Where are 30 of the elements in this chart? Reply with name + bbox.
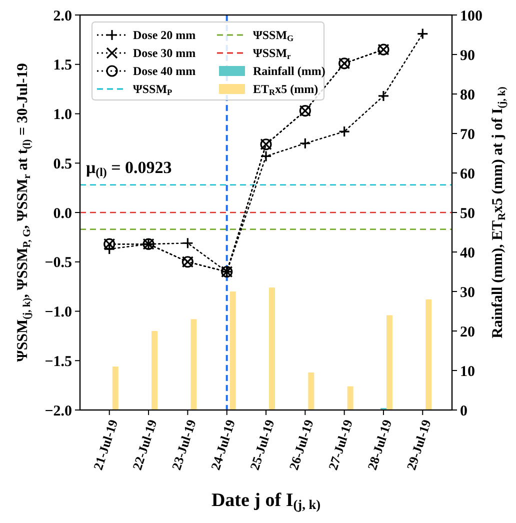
y-tick-label: 1.5 — [53, 58, 72, 74]
y-tick-label: −1.0 — [44, 304, 72, 320]
y2-tick-label: 10 — [460, 364, 475, 380]
legend-label: Dose 20 mm — [133, 28, 196, 42]
y2-tick-label: 40 — [460, 245, 475, 262]
y2-tick-label: 90 — [460, 48, 475, 64]
annotation: μ$_{(l)}$ = 0.0923 — [86, 158, 172, 179]
x-axis-title: Date j of I$_{(j, k)}$ — [211, 490, 321, 512]
y2-tick-label: 60 — [460, 166, 475, 182]
y-tick-label: −2.0 — [44, 403, 72, 420]
y-tick-label: 2.0 — [53, 8, 72, 24]
y2-tick-label: 80 — [460, 87, 475, 104]
legend-label: Dose 30 mm — [133, 46, 196, 60]
y2-tick-label: 50 — [460, 206, 475, 222]
legend-label: ΨSSM$_{P}$ — [133, 82, 172, 98]
legend-label: Dose 40 mm — [133, 64, 196, 78]
y-tick-label: −0.5 — [44, 255, 72, 272]
legend-label: ET$_{R}$x5 (mm) — [253, 82, 318, 98]
legend-label: ΨSSM$_{G}$ — [253, 28, 294, 44]
legend-label: Rainfall (mm) — [253, 64, 326, 78]
y2-tick-label: 30 — [460, 284, 475, 301]
legend-label: ΨSSM$_{r}$ — [253, 46, 292, 62]
y-tick-label: 1.0 — [53, 107, 72, 123]
y-tick-label: −1.5 — [44, 354, 72, 370]
y2-tick-label: 70 — [460, 126, 475, 143]
y2-tick-label: 100 — [460, 8, 482, 24]
y2-tick-label: 20 — [460, 324, 475, 340]
y2-tick-label: 0 — [460, 403, 468, 420]
y-tick-label: 0.0 — [53, 206, 72, 222]
y-tick-label: 0.5 — [53, 156, 72, 172]
